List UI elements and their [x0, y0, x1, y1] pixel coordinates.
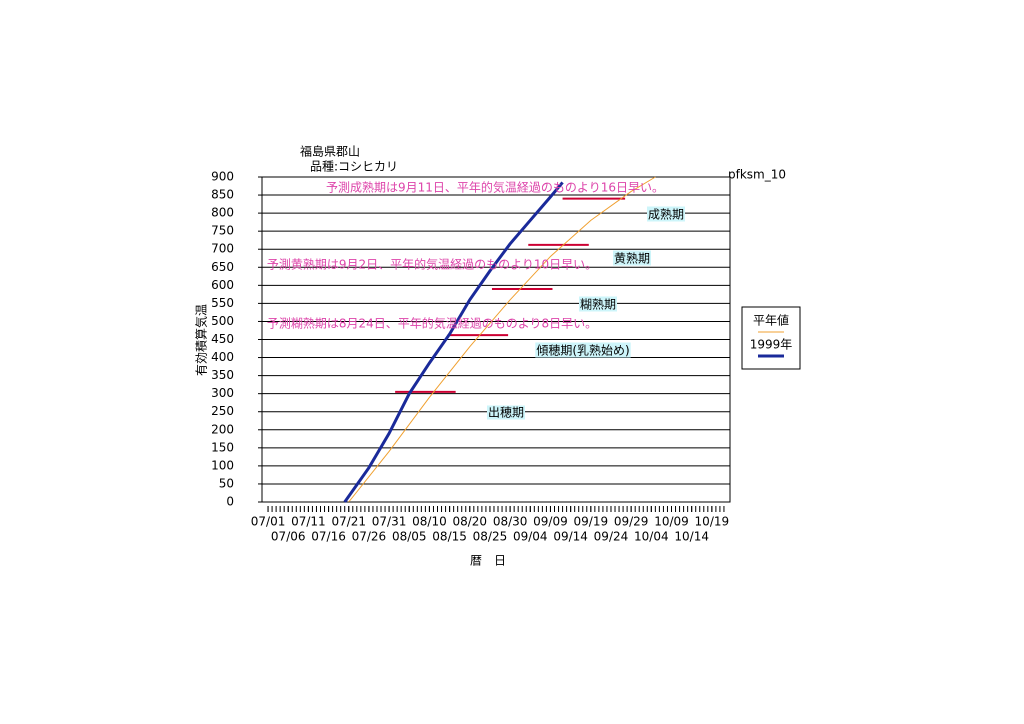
legend-label: 平年値	[753, 313, 789, 328]
y-tick-label: 700	[211, 242, 234, 256]
x-tick-label: 07/16	[311, 530, 346, 544]
legend-label: 1999年	[750, 338, 793, 352]
stage-label-bg	[486, 405, 526, 420]
annotation: 予測黄熟期は9月2日、平年的気温経過のものより10日早い。	[267, 257, 597, 272]
stage-label: 出穂期	[488, 406, 524, 420]
x-tick-label: 09/14	[553, 530, 588, 544]
x-axis-label: 暦 日	[470, 554, 506, 568]
legend-box	[741, 306, 801, 370]
x-tick-label: 08/25	[473, 530, 508, 544]
y-axis-label: 有効積算気温	[194, 304, 209, 376]
corner-label: pfksm_10	[728, 168, 786, 182]
chart-title: 福島県郡山	[300, 144, 360, 159]
x-tick-label: 07/06	[271, 530, 306, 544]
y-tick-label: 100	[211, 458, 234, 472]
series-line	[343, 181, 564, 503]
stage-label-bg	[646, 206, 686, 222]
y-tick-label: 0	[226, 495, 234, 509]
x-tick-label: 10/09	[654, 515, 689, 529]
stage-label-bg	[535, 342, 631, 358]
x-tick-label: 07/21	[331, 515, 366, 529]
x-tick-label: 08/30	[493, 515, 528, 529]
series-line	[348, 176, 656, 503]
y-tick-label: 850	[211, 188, 234, 202]
stage-label: 傾穂期(乳熟始め)	[536, 343, 629, 358]
x-tick-label: 10/19	[695, 515, 730, 529]
annotation: 予測糊熟期は8月24日、平年的気温経過のものより8日早い。	[267, 316, 597, 331]
x-tick-label: 09/29	[614, 515, 649, 529]
x-tick-label: 08/15	[432, 530, 467, 544]
x-tick-label: 08/10	[412, 515, 447, 529]
x-tick-label: 07/31	[372, 515, 407, 529]
x-tick-label: 08/20	[452, 515, 487, 529]
y-tick-label: 150	[211, 440, 234, 454]
annotation: 予測成熟期は9月11日、平年的気温経過のものより16日早い。	[326, 180, 664, 195]
x-tick-label: 09/04	[513, 530, 548, 544]
y-tick-label: 900	[211, 170, 234, 184]
stage-label-bg	[578, 296, 618, 312]
x-tick-label: 07/01	[251, 515, 286, 529]
y-tick-label: 800	[211, 206, 234, 220]
y-tick-label: 750	[211, 224, 234, 238]
x-tick-label: 10/04	[634, 530, 669, 544]
stage-label: 成熟期	[648, 207, 684, 222]
y-tick-label: 50	[219, 476, 234, 490]
x-tick-label: 10/14	[674, 530, 709, 544]
x-tick-label: 09/19	[574, 515, 609, 529]
y-tick-label: 650	[211, 260, 234, 274]
chart-subtitle: 品種:コシヒカリ	[310, 160, 398, 174]
y-tick-label: 600	[211, 278, 234, 292]
x-tick-label: 09/24	[594, 530, 629, 544]
y-tick-label: 400	[211, 350, 234, 364]
y-tick-label: 200	[211, 422, 234, 436]
stage-label: 黄熟期	[614, 251, 650, 266]
x-tick-label: 08/05	[392, 530, 427, 544]
y-tick-label: 450	[211, 332, 234, 346]
x-tick-label: 07/11	[291, 515, 326, 529]
x-tick-label: 07/26	[352, 530, 387, 544]
y-tick-label: 250	[211, 404, 234, 418]
stage-label: 糊熟期	[580, 297, 616, 312]
stage-label-bg	[612, 250, 652, 266]
y-tick-label: 500	[211, 314, 234, 328]
y-tick-label: 300	[211, 386, 234, 400]
x-tick-label: 09/09	[533, 515, 568, 529]
y-tick-label: 350	[211, 368, 234, 382]
y-tick-label: 550	[211, 296, 234, 310]
